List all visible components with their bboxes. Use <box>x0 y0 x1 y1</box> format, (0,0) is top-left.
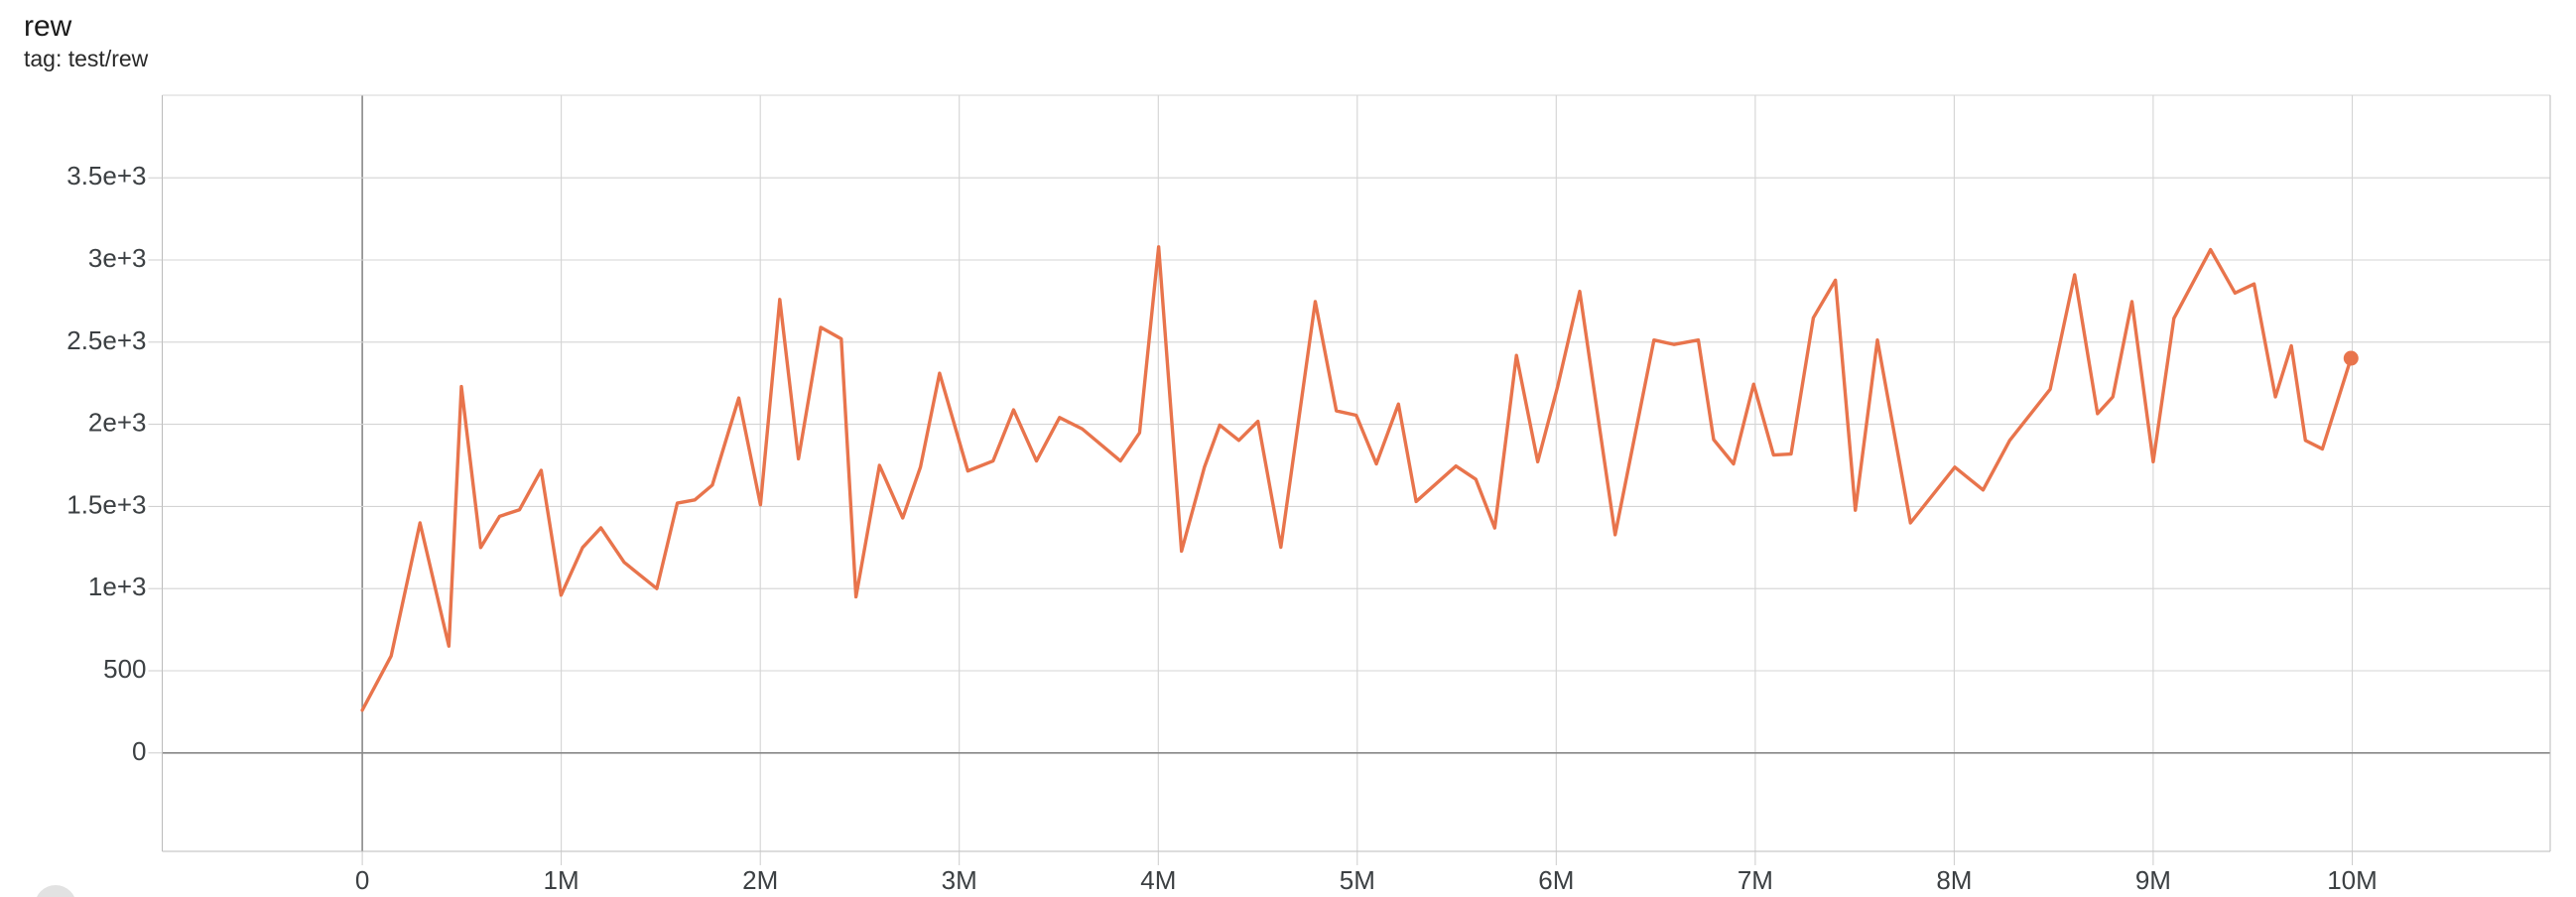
svg-text:8M: 8M <box>1936 865 1972 895</box>
svg-text:0: 0 <box>132 736 146 766</box>
svg-text:2e+3: 2e+3 <box>88 408 147 438</box>
svg-text:3e+3: 3e+3 <box>88 243 147 273</box>
svg-text:7M: 7M <box>1738 865 1773 895</box>
svg-text:1e+3: 1e+3 <box>88 572 147 601</box>
svg-text:4M: 4M <box>1140 865 1176 895</box>
svg-text:0: 0 <box>355 865 369 895</box>
svg-text:10M: 10M <box>2327 865 2378 895</box>
svg-text:1M: 1M <box>544 865 580 895</box>
svg-text:500: 500 <box>103 654 146 684</box>
svg-text:1.5e+3: 1.5e+3 <box>66 489 146 519</box>
svg-text:3M: 3M <box>942 865 977 895</box>
svg-text:3.5e+3: 3.5e+3 <box>66 161 146 191</box>
svg-text:5M: 5M <box>1340 865 1375 895</box>
svg-text:2M: 2M <box>742 865 778 895</box>
svg-text:9M: 9M <box>2135 865 2171 895</box>
svg-text:6M: 6M <box>1538 865 1574 895</box>
svg-text:2.5e+3: 2.5e+3 <box>66 325 146 355</box>
